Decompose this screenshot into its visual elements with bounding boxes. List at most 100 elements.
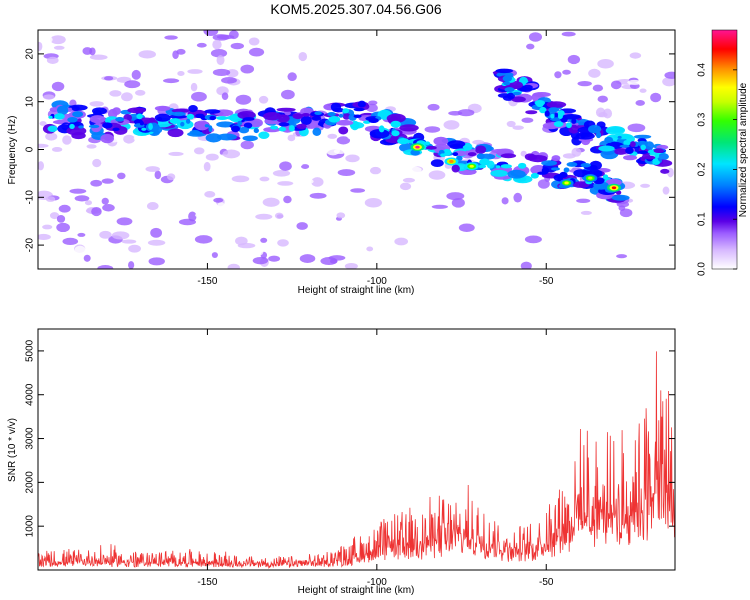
heatmap-cell	[665, 147, 675, 156]
heatmap-cell	[45, 132, 58, 141]
heatmap-cell	[335, 119, 354, 126]
heatmap-cell	[562, 69, 571, 75]
heatmap-cell	[46, 56, 59, 64]
spectrogram-y-tick-label: 10	[25, 96, 36, 108]
heatmap-cell	[524, 235, 542, 244]
heatmap-cell	[259, 176, 270, 182]
heatmap-cell	[577, 81, 592, 87]
heatmap-cell	[598, 112, 608, 118]
heatmap-cell	[588, 124, 602, 134]
heatmap-cell	[102, 122, 113, 129]
heatmap-cell	[297, 178, 314, 185]
heatmap-cell	[298, 51, 308, 62]
heatmap-cell	[616, 201, 630, 208]
heatmap-cell	[203, 30, 219, 36]
heatmap-cell	[506, 120, 516, 128]
heatmap-cell	[565, 122, 572, 129]
heatmap-cell	[602, 174, 609, 180]
heatmap-cell	[205, 153, 219, 161]
heatmap-cell	[431, 204, 449, 209]
heatmap-cell	[141, 127, 147, 131]
heatmap-cell	[496, 165, 501, 169]
heatmap-cell	[328, 115, 341, 123]
heatmap-cell	[629, 32, 641, 39]
heatmap-cell	[532, 139, 549, 144]
heatmap-cell	[78, 125, 84, 129]
heatmap-cell	[457, 109, 475, 117]
heatmap-cell	[276, 107, 296, 112]
heatmap-cell	[230, 42, 244, 50]
heatmap-cell	[225, 115, 240, 120]
colorbar-tick-label: 0.3	[697, 112, 708, 126]
heatmap-cell	[131, 69, 141, 80]
heatmap-cell	[639, 88, 647, 93]
heatmap-cell	[47, 125, 58, 132]
heatmap-cell	[548, 107, 560, 113]
heatmap-cell	[177, 71, 185, 77]
spectrogram-y-label: Frequency (Hz)	[7, 116, 18, 185]
heatmap-cell	[211, 252, 218, 258]
heatmap-cell	[287, 134, 296, 142]
colorbar: 0.0 0.1 0.2 0.3 0.4 Normalized spectral ampl…	[697, 29, 749, 276]
heatmap-cell	[342, 108, 350, 114]
heatmap-cell	[660, 168, 670, 174]
heatmap-cell	[97, 265, 114, 269]
heatmap-cell	[255, 213, 273, 220]
heatmap-cell	[194, 235, 213, 244]
heatmap-cell	[478, 199, 495, 206]
heatmap-cell	[128, 261, 135, 269]
heatmap-cell	[104, 76, 114, 81]
heatmap-cell	[292, 113, 304, 120]
heatmap-cell	[612, 117, 621, 122]
heatmap-cell	[102, 204, 115, 212]
heatmap-cell	[204, 109, 221, 114]
heatmap-cell	[391, 130, 400, 137]
heatmap-cell	[539, 106, 547, 114]
heatmap-cell	[448, 110, 463, 116]
heatmap-cell	[241, 58, 258, 65]
heatmap-cell	[451, 197, 465, 208]
heatmap-peak	[415, 145, 420, 149]
heatmap-cell	[550, 113, 555, 119]
heatmap-cell	[592, 84, 604, 92]
heatmap-cell	[561, 31, 576, 37]
heatmap-cell	[462, 142, 473, 151]
heatmap-cell	[336, 136, 351, 145]
heatmap-cell	[124, 80, 141, 89]
heatmap-cell	[512, 125, 524, 130]
heatmap-cell	[188, 250, 205, 260]
heatmap-cell	[344, 262, 358, 269]
heatmap-cell	[640, 183, 651, 188]
heatmap-cell	[336, 212, 346, 219]
heatmap-cell	[645, 34, 659, 44]
heatmap-cell	[238, 126, 250, 134]
heatmap-cell	[502, 75, 513, 82]
heatmap-cell	[249, 118, 263, 128]
heatmap-cell	[535, 100, 544, 108]
heatmap-cell	[148, 123, 153, 131]
heatmap-cell	[580, 210, 592, 215]
spectrogram-frame	[37, 29, 676, 270]
heatmap-cell	[212, 39, 222, 50]
colorbar-tick-label: 0.1	[697, 212, 708, 226]
heatmap-cell	[616, 254, 628, 259]
heatmap-cell	[287, 72, 297, 82]
heatmap-cell	[171, 108, 190, 113]
heatmap-cell	[222, 149, 241, 159]
heatmap-cell	[101, 197, 109, 205]
heatmap-cell	[84, 200, 93, 206]
heatmap-cell	[213, 197, 224, 203]
heatmap-cell	[347, 133, 358, 140]
heatmap-cell	[166, 173, 176, 181]
heatmap-cell	[277, 239, 289, 247]
heatmap-cell	[77, 232, 86, 237]
heatmap-cell	[190, 82, 198, 92]
heatmap-cell	[650, 92, 662, 103]
heatmap-cell	[138, 226, 150, 237]
heatmap-cell	[532, 92, 551, 98]
heatmap-cell	[45, 206, 60, 211]
heatmap-cell	[91, 206, 102, 217]
snr-frame	[37, 328, 676, 571]
